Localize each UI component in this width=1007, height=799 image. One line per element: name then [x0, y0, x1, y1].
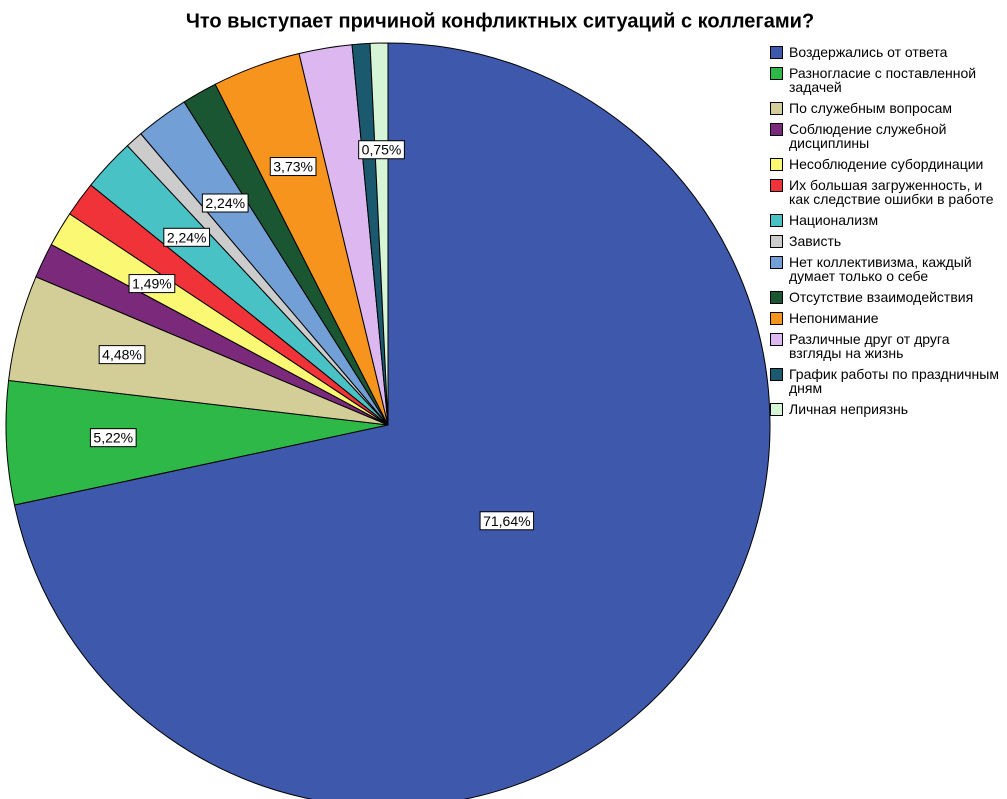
data-label: 3,73%: [269, 157, 317, 177]
legend-label: Их большая загруженность, и как следстви…: [789, 177, 994, 207]
legend-swatch: [770, 368, 783, 381]
data-label-text: 4,48%: [102, 347, 142, 363]
legend-item: Личная неприязнь: [770, 402, 1005, 416]
legend-swatch: [770, 158, 783, 171]
legend-swatch: [770, 235, 783, 248]
legend-swatch: [770, 67, 783, 80]
legend-item: Воздержались от ответа: [770, 45, 1005, 59]
data-label: 2,24%: [163, 227, 211, 247]
legend-label: Разногласие с поставленной задачей: [789, 65, 977, 95]
legend: Воздержались от ответа Разногласие с пост…: [770, 45, 1005, 423]
legend-label: Национализм: [789, 212, 879, 228]
legend-label: Отсутствие взаимодействия: [789, 289, 974, 305]
data-label-text: 71,64%: [483, 513, 530, 529]
legend-swatch: [770, 312, 783, 325]
data-label-box: [479, 511, 535, 531]
legend-swatch: [770, 333, 783, 346]
data-label-text: 3,73%: [273, 159, 313, 175]
legend-label: Непонимание: [789, 310, 879, 326]
legend-label: Личная неприязнь: [789, 401, 909, 417]
legend-item: Их большая загруженность, и как следстви…: [770, 178, 1005, 206]
data-label-text: 5,22%: [93, 430, 133, 446]
legend-swatch: [770, 46, 783, 59]
legend-label: Соблюдение служебной дисциплины: [789, 121, 947, 151]
data-label: 2,24%: [201, 193, 249, 213]
chart-title: Что выступает причиной конфликтных ситуа…: [186, 10, 814, 32]
legend-label: По служебным вопросам: [789, 100, 953, 116]
legend-label: Зависть: [789, 233, 842, 249]
legend-label: График работы по праздничным дням: [789, 366, 999, 396]
data-label-text: 2,24%: [205, 195, 245, 211]
data-label-text: 0,75%: [362, 142, 402, 158]
pie-slice: [369, 42, 389, 426]
data-label-box: [128, 274, 176, 294]
legend-label: Различные друг от друга взгляды на жизнь: [789, 331, 950, 361]
data-label-box: [89, 428, 137, 448]
data-label: 71,64%: [479, 511, 535, 531]
legend-item: Разногласие с поставленной задачей: [770, 66, 1005, 94]
legend-swatch: [770, 214, 783, 227]
data-label-box: [163, 227, 211, 247]
data-label-box: [358, 140, 405, 160]
legend-swatch: [770, 291, 783, 304]
legend-item: График работы по праздничным дням: [770, 367, 1005, 395]
legend-swatch: [770, 256, 783, 269]
legend-item: По служебным вопросам: [770, 101, 1005, 115]
legend-label: Воздержались от ответа: [789, 44, 948, 60]
data-label: 5,22%: [89, 428, 137, 448]
data-label-box: [201, 193, 249, 213]
legend-item: Несоблюдение субординации: [770, 157, 1005, 171]
pie-slice: [13, 42, 771, 799]
legend-label: Нет коллективизма, каждый думает только …: [789, 254, 972, 284]
legend-item: Отсутствие взаимодействия: [770, 290, 1005, 304]
data-label-box: [269, 157, 317, 177]
data-label-text: 2,24%: [167, 229, 207, 245]
data-label: 0,75%: [358, 140, 405, 160]
legend-label: Несоблюдение субординации: [789, 156, 984, 172]
legend-item: Различные друг от друга взгляды на жизнь: [770, 332, 1005, 360]
legend-swatch: [770, 123, 783, 136]
legend-item: Нет коллективизма, каждый думает только …: [770, 255, 1005, 283]
legend-swatch: [770, 102, 783, 115]
data-label-text: 1,49%: [132, 276, 172, 292]
data-label-box: [98, 345, 146, 365]
legend-swatch: [770, 403, 783, 416]
legend-item: Соблюдение служебной дисциплины: [770, 122, 1005, 150]
legend-item: Непонимание: [770, 311, 1005, 325]
data-label: 1,49%: [128, 274, 176, 294]
legend-item: Зависть: [770, 234, 1005, 248]
data-label: 4,48%: [98, 345, 146, 365]
legend-swatch: [770, 179, 783, 192]
legend-item: Национализм: [770, 213, 1005, 227]
